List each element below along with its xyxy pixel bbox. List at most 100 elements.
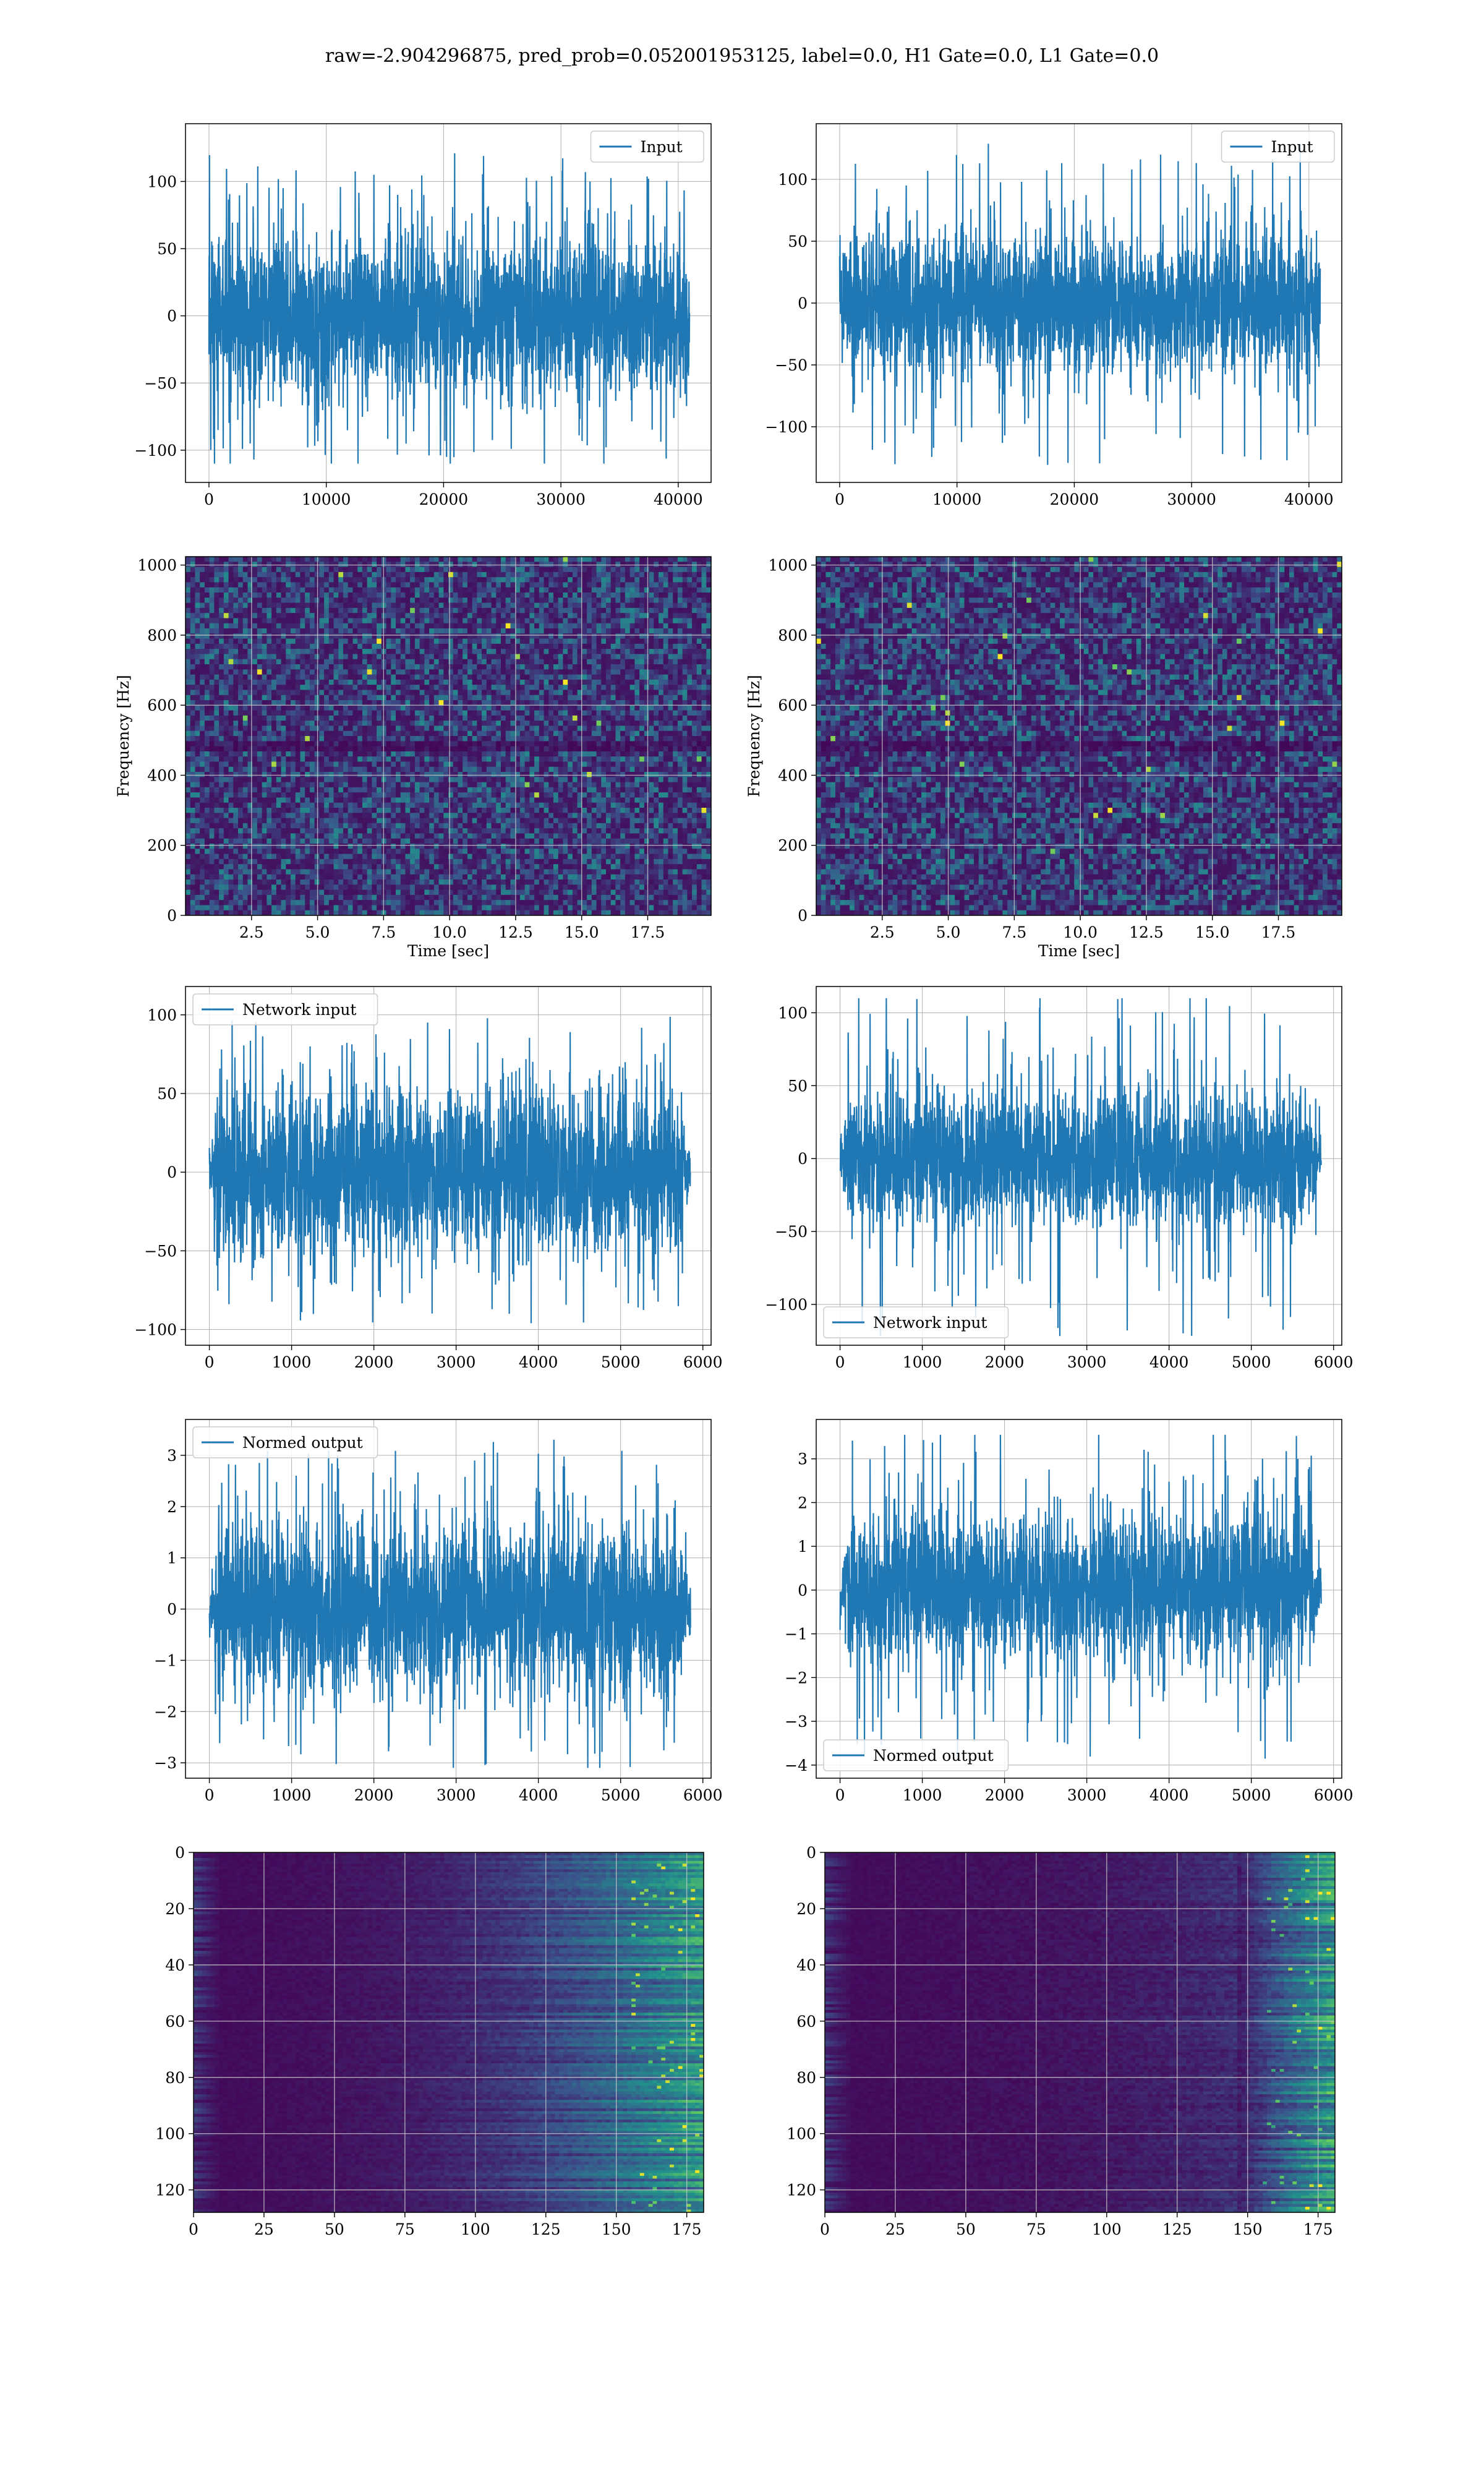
y-tick-label: 600 (778, 696, 808, 714)
x-tick-label: 125 (1162, 2220, 1192, 2238)
x-tick-label: 7.5 (371, 923, 396, 941)
y-tick-label: 80 (165, 2069, 185, 2087)
h1-input-subplot: 0 10000 20000 30000 40000 −100 −50 0 50 100 Input (134, 123, 712, 508)
h1-normed-output-series-line (208, 1439, 691, 1768)
y-tick-label: −2 (154, 1703, 177, 1721)
h1-normed-output-subplot: 0 1000 2000 3000 4000 5000 6000 −3 −2 −1 0 1 2 3 Norme… (154, 1419, 723, 1804)
x-tick-label: 10000 (932, 490, 982, 508)
x-tick-label: 150 (1233, 2220, 1263, 2238)
x-tick-label: 5000 (601, 1353, 641, 1371)
l1-network-input-legend: Network input (823, 1306, 1009, 1338)
y-tick-label: 100 (787, 2125, 816, 2143)
l1-feature-map-image (825, 1852, 1335, 2212)
x-tick-label: 2000 (985, 1353, 1025, 1371)
x-tick-label: 5.0 (936, 923, 961, 941)
x-tick-label: 20000 (419, 490, 469, 508)
y-tick-label: −50 (775, 356, 808, 374)
x-tick-label: 2.5 (239, 923, 264, 941)
y-tick-label: 0 (798, 294, 808, 312)
y-tick-label: −50 (775, 1223, 808, 1241)
x-tick-label: 30000 (536, 490, 586, 508)
y-tick-label: 100 (147, 1006, 177, 1024)
x-tick-label: 17.5 (1261, 923, 1296, 941)
y-tick-label: −4 (785, 1757, 808, 1774)
y-tick-label: −100 (134, 442, 177, 460)
y-tick-label: 800 (147, 627, 177, 644)
h1-network-input-legend: Network input (192, 993, 378, 1025)
legend-label: Network input (242, 1001, 356, 1019)
x-tick-label: 12.5 (498, 923, 533, 941)
x-tick-label: 2000 (354, 1353, 394, 1371)
x-tick-label: 5.0 (305, 923, 330, 941)
y-tick-label: 0 (167, 1163, 177, 1181)
legend-label: Input (1271, 138, 1313, 156)
y-tick-label: 0 (167, 907, 177, 925)
l1-spectrogram-axes-frame (816, 556, 1342, 916)
y-tick-label: 800 (778, 627, 808, 644)
h1-normed-output-legend: Normed output (192, 1426, 378, 1458)
x-tick-label: 10000 (302, 490, 351, 508)
y-tick-label: 600 (147, 696, 177, 714)
h1-feature-map-image (194, 1852, 704, 2212)
l1-input-subplot: 0 10000 20000 30000 40000 −100 −50 0 50 100 Input (765, 123, 1342, 508)
figure-title: raw=-2.904296875, pred_prob=0.0520019531… (325, 45, 1159, 67)
y-tick-label: 0 (798, 1150, 808, 1168)
x-tick-label: 20000 (1050, 490, 1099, 508)
x-tick-label: 0 (205, 1353, 215, 1371)
h1-input-series-line (208, 153, 691, 464)
y-tick-label: −100 (765, 418, 808, 436)
y-tick-label: 3 (798, 1450, 808, 1468)
x-tick-label: 5000 (1232, 1786, 1271, 1804)
y-tick-label: 60 (796, 2013, 816, 2031)
x-tick-label: 0 (820, 2220, 830, 2238)
l1-input-series-line (838, 143, 1321, 465)
y-tick-label: 60 (165, 2013, 185, 2031)
y-tick-label: 0 (167, 307, 177, 325)
x-tick-label: 10.0 (432, 923, 467, 941)
y-tick-label: 100 (778, 1004, 808, 1022)
l1-network-input-series-line (839, 998, 1322, 1337)
l1-feature-map-subplot: 0 25 50 75 100 125 150 175 0 20 40 60 80 100 120 (787, 1844, 1336, 2238)
h1-spectrogram-x-axis-label: Time [sec] (407, 942, 489, 960)
x-tick-label: 15.0 (1195, 923, 1230, 941)
h1-feature-map-subplot: 0 25 50 75 100 125 150 175 0 20 40 60 80 100 120 (155, 1844, 704, 2238)
y-tick-label: 1 (167, 1549, 177, 1567)
y-tick-label: −50 (144, 374, 177, 392)
x-tick-label: 150 (602, 2220, 631, 2238)
y-tick-label: 1000 (137, 557, 177, 575)
legend-frame (823, 1306, 1009, 1338)
y-tick-label: 40 (796, 1956, 816, 1974)
y-tick-label: 0 (798, 907, 808, 925)
x-tick-label: 175 (1303, 2220, 1333, 2238)
y-tick-label: −1 (785, 1625, 808, 1643)
x-tick-label: 100 (461, 2220, 490, 2238)
x-tick-label: 40000 (654, 490, 703, 508)
y-tick-label: 40 (165, 1956, 185, 1974)
x-tick-label: 3000 (1067, 1353, 1107, 1371)
y-tick-label: 50 (788, 1077, 808, 1095)
y-tick-label: −1 (154, 1651, 177, 1669)
h1-input-axes-frame (185, 123, 712, 483)
y-tick-label: −100 (765, 1296, 808, 1314)
x-tick-label: 1000 (272, 1353, 312, 1371)
legend-frame (590, 131, 704, 163)
l1-normed-output-legend: Normed output (823, 1739, 1009, 1771)
h1-network-input-series-line (208, 1016, 691, 1324)
h1-spectrogram-image (186, 557, 711, 915)
legend-label: Network input (873, 1314, 987, 1332)
y-tick-label: −100 (134, 1321, 177, 1339)
h1-feature-map-axes-frame (193, 1852, 704, 2213)
x-tick-label: 25 (254, 2220, 274, 2238)
y-tick-label: 400 (147, 766, 177, 784)
y-tick-label: 1 (798, 1538, 808, 1556)
y-tick-label: 20 (165, 1900, 185, 1918)
y-tick-label: −50 (144, 1242, 177, 1260)
y-tick-label: 80 (796, 2069, 816, 2087)
h1-spectrogram-y-axis-label: Frequency [Hz] (114, 675, 132, 797)
legend-label: Input (641, 138, 683, 156)
x-tick-label: 75 (1026, 2220, 1046, 2238)
l1-spectrogram-image (816, 557, 1342, 915)
x-tick-label: 4000 (1149, 1353, 1189, 1371)
x-tick-label: 50 (325, 2220, 344, 2238)
